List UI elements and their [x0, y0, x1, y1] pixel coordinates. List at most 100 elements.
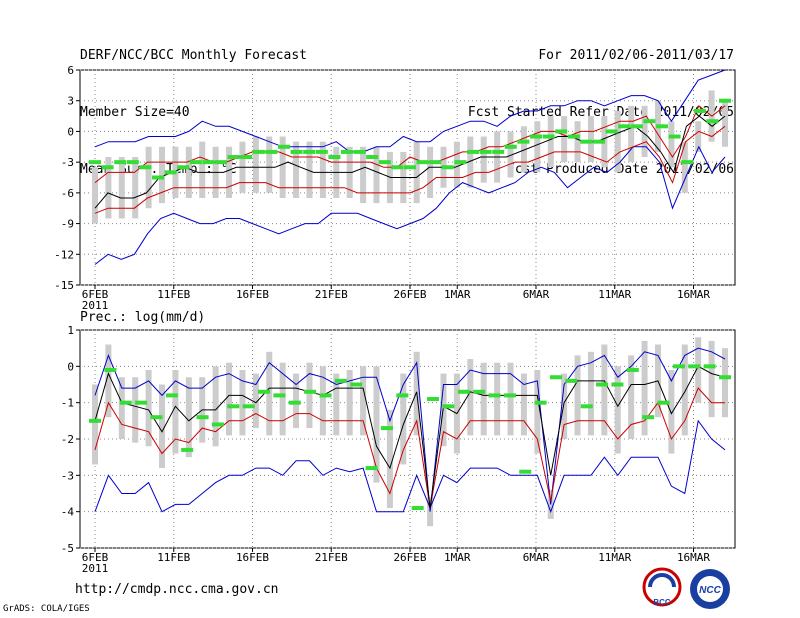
temp-spread-box — [266, 136, 273, 193]
temp-marker — [542, 134, 555, 139]
prec-spread-box — [373, 366, 380, 483]
prec-spread-box — [239, 369, 246, 436]
prec-marker — [565, 378, 578, 383]
prec-spread-box — [279, 362, 286, 436]
prec-marker — [273, 393, 286, 398]
temp-xtick-label: 21FEB — [315, 288, 348, 301]
prec-ytick-label: -2 — [61, 433, 74, 446]
prec-spread-box — [561, 373, 568, 439]
prec-spread-box — [185, 377, 192, 458]
prec-spread-box — [333, 373, 340, 436]
temp-spread-box — [453, 141, 460, 188]
prec-marker — [719, 375, 731, 380]
temp-marker — [429, 160, 442, 165]
prec-marker — [380, 426, 393, 431]
temp-xtick-label: 2011 — [82, 299, 109, 312]
temp-spread-box — [427, 146, 434, 198]
temp-marker — [580, 139, 593, 144]
temp-frame — [79, 69, 736, 286]
prec-marker — [350, 382, 363, 387]
prec-marker — [227, 404, 240, 409]
temp-spread-box — [681, 141, 688, 193]
temp-spread-box — [92, 167, 98, 224]
temp-spread-box — [641, 105, 648, 158]
prec-spread-box — [668, 369, 675, 454]
chart-title: DERF/NCC/BCC Monthly Forecast — [80, 48, 307, 63]
temp-spread-box — [373, 146, 380, 204]
prec-spread-box — [601, 344, 608, 436]
prec-marker — [642, 415, 655, 420]
prec-marker — [258, 389, 271, 394]
temp-spread-box — [306, 141, 313, 198]
temp-marker — [605, 129, 618, 134]
temp-marker — [706, 119, 719, 124]
temp-marker — [681, 160, 694, 165]
prec-spread-box — [132, 377, 139, 443]
temp-spread-box — [199, 141, 206, 198]
source-url[interactable]: http://cmdp.ncc.cma.gov.cn — [75, 582, 279, 597]
temp-marker — [517, 139, 530, 144]
prec-min-line — [94, 419, 726, 514]
member-size: Member Size=40 — [80, 105, 190, 120]
temp-ytick-label: -9 — [61, 218, 74, 231]
prec-xtick-label: 11FEB — [157, 551, 190, 564]
temp-spread-box — [467, 136, 474, 188]
prec-marker — [396, 393, 409, 398]
prec-marker — [473, 389, 486, 394]
temp-ytick-label: 3 — [67, 95, 74, 108]
prec-spread-box — [118, 377, 125, 439]
prec-marker — [442, 404, 455, 409]
prec-spread-box — [105, 344, 112, 418]
temp-marker — [416, 160, 429, 165]
temp-spread-box — [293, 141, 300, 198]
prec-spread-box — [159, 384, 166, 469]
prec-spread-box — [467, 359, 474, 436]
prec-spread-box — [319, 366, 326, 436]
prec-spread-box — [494, 362, 501, 436]
temp-marker — [303, 149, 316, 154]
temp-ytick-label: -15 — [54, 279, 74, 292]
temp-spread-box — [722, 100, 728, 147]
temp-marker — [341, 149, 353, 154]
grads-credit: GrADS: COLA/IGES — [3, 604, 90, 614]
temp-xtick-label: 1MAR — [444, 288, 471, 301]
temp-spread-box — [226, 146, 233, 198]
temp-marker — [152, 175, 164, 180]
temp-ytick-label: -3 — [61, 156, 74, 169]
temp-spread-box — [628, 105, 635, 163]
temp-spread-box — [507, 131, 514, 178]
temp-marker — [315, 149, 328, 154]
prec-lower-line — [94, 387, 725, 509]
temp-marker — [101, 165, 114, 170]
prec-marker — [334, 378, 347, 383]
precip-panel-title: Prec.: log(mm/d) — [80, 310, 206, 325]
temp-ytick-label: 6 — [67, 64, 74, 77]
prec-ytick-label: -5 — [61, 542, 74, 555]
prec-marker — [319, 393, 332, 398]
temp-marker — [378, 160, 391, 165]
forecast-period: For 2011/02/06-2011/03/17 — [538, 48, 734, 63]
temp-min-line — [94, 145, 726, 265]
temp-spread-box — [279, 136, 286, 198]
temp-xtick-label: 11FEB — [157, 288, 190, 301]
prec-spread-box — [708, 340, 715, 418]
prec-ytick-label: 0 — [67, 360, 74, 373]
temp-marker — [366, 155, 379, 160]
temp-marker — [290, 149, 303, 154]
prec-marker — [104, 367, 117, 372]
prec-marker — [196, 415, 209, 420]
prec-marker — [411, 506, 424, 511]
temp-marker — [391, 165, 404, 170]
temp-marker — [89, 160, 101, 165]
temp-marker — [139, 165, 152, 170]
prec-max-line — [94, 347, 726, 512]
temp-ytick-label: 0 — [67, 125, 74, 138]
prec-xtick-label: 6MAR — [523, 551, 550, 564]
prec-marker — [181, 447, 194, 452]
temp-marker — [530, 134, 542, 139]
prec-spread-box — [695, 337, 702, 403]
temp-marker — [404, 165, 416, 170]
prec-spread-box — [681, 344, 688, 436]
prec-spread-box — [360, 366, 367, 436]
temp-marker — [630, 124, 643, 129]
